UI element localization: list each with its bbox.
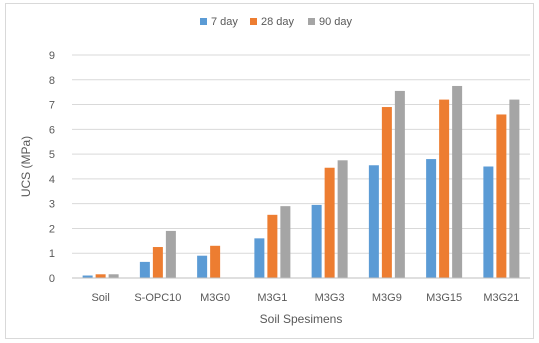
bar: [108, 274, 119, 278]
bar: [483, 166, 494, 278]
bar: [95, 274, 106, 278]
bar: [139, 261, 150, 278]
y-tick-labels: 0 1 2 3 4 5 6 7 8 9: [49, 50, 55, 285]
y-tick-label: 5: [49, 149, 55, 161]
y-axis-title: UCS (MPa): [19, 136, 33, 197]
y-tick-label: 6: [49, 124, 55, 136]
bar: [254, 238, 265, 278]
legend-label: 28 day: [261, 16, 295, 28]
legend-swatch: [308, 18, 315, 25]
x-axis-title: Soil Spesimens: [260, 312, 343, 326]
bar: [426, 159, 437, 278]
legend-label: 7 day: [211, 16, 238, 28]
bar: [509, 99, 520, 278]
x-tick-labels: Soil S-OPC10 M3G0 M3G1 M3G3 M3G9 M3G15 M3G21: [91, 292, 519, 304]
bar: [152, 247, 163, 278]
x-tick-label: S-OPC10: [134, 292, 181, 304]
bar: [394, 90, 405, 278]
bar: [381, 107, 392, 279]
x-tick-label: M3G0: [200, 292, 230, 304]
y-tick-label: 8: [49, 75, 55, 87]
bar: [197, 255, 208, 278]
x-tick-label: M3G21: [483, 292, 519, 304]
bar: [324, 167, 335, 278]
legend-swatch: [250, 18, 257, 25]
x-tick-label: M3G9: [372, 292, 402, 304]
y-tick-label: 9: [49, 50, 55, 62]
x-tick-label: M3G1: [257, 292, 287, 304]
legend-label: 90 day: [319, 16, 353, 28]
bar: [267, 214, 278, 278]
y-tick-label: 3: [49, 199, 55, 211]
bars: [82, 85, 520, 279]
legend: 7 day 28 day 90 day: [200, 16, 353, 28]
x-tick-label: M3G15: [426, 292, 462, 304]
bar: [165, 230, 176, 278]
x-tick-label: Soil: [91, 292, 109, 304]
y-tick-label: 7: [49, 100, 55, 112]
bar: [82, 275, 93, 278]
bar: [496, 114, 507, 278]
bar: [210, 245, 221, 278]
bar: [452, 85, 463, 278]
bar: [280, 206, 291, 278]
y-tick-label: 1: [49, 248, 55, 260]
bar: [439, 99, 450, 278]
y-tick-label: 4: [49, 174, 55, 186]
bar: [368, 165, 379, 278]
y-tick-label: 0: [49, 273, 55, 285]
legend-swatch: [200, 18, 207, 25]
bar: [311, 204, 322, 278]
y-tick-label: 2: [49, 223, 55, 235]
bar: [337, 160, 348, 278]
x-tick-label: M3G3: [315, 292, 345, 304]
